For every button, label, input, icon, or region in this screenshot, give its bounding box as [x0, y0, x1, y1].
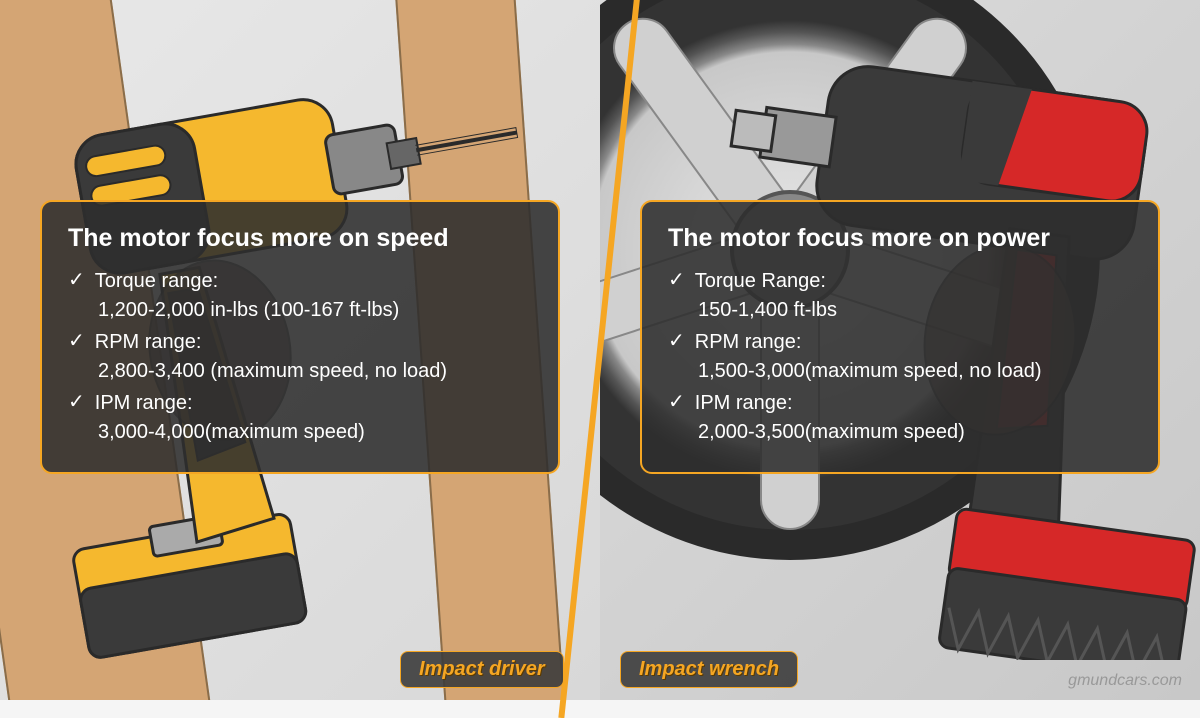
- left-title: The motor focus more on speed: [68, 224, 532, 253]
- check-icon: ✓: [68, 267, 85, 293]
- spec-label: RPM range:: [95, 328, 202, 356]
- right-title: The motor focus more on power: [668, 224, 1132, 253]
- left-badge: Impact driver: [400, 651, 564, 688]
- check-icon: ✓: [68, 389, 85, 415]
- spec-label: IPM range:: [95, 389, 193, 417]
- check-icon: ✓: [668, 328, 685, 354]
- right-specs: ✓ Torque Range: 150-1,400 ft-lbs ✓ RPM ran…: [668, 267, 1132, 444]
- spec-label: IPM range:: [695, 389, 793, 417]
- check-icon: ✓: [668, 389, 685, 415]
- spec-value: 150-1,400 ft-lbs: [698, 299, 1132, 322]
- left-info-box: The motor focus more on speed ✓ Torque ra…: [40, 200, 560, 474]
- left-specs: ✓ Torque range: 1,200-2,000 in-lbs (100-1…: [68, 267, 532, 444]
- right-info-box: The motor focus more on power ✓ Torque Ra…: [640, 200, 1160, 474]
- spec-value: 2,000-3,500(maximum speed): [698, 421, 1132, 444]
- spec-value: 2,800-3,400 (maximum speed, no load): [98, 360, 532, 383]
- spec-label: Torque Range:: [695, 267, 826, 295]
- watermark: gmundcars.com: [1068, 672, 1182, 690]
- spec-value: 1,500-3,000(maximum speed, no load): [698, 360, 1132, 383]
- spec-label: Torque range:: [95, 267, 218, 295]
- spec-label: RPM range:: [695, 328, 802, 356]
- check-icon: ✓: [68, 328, 85, 354]
- spec-value: 1,200-2,000 in-lbs (100-167 ft-lbs): [98, 299, 532, 322]
- comparison-container: The motor focus more on speed ✓ Torque ra…: [0, 0, 1200, 700]
- right-badge: Impact wrench: [620, 651, 798, 688]
- spec-value: 3,000-4,000(maximum speed): [98, 421, 532, 444]
- check-icon: ✓: [668, 267, 685, 293]
